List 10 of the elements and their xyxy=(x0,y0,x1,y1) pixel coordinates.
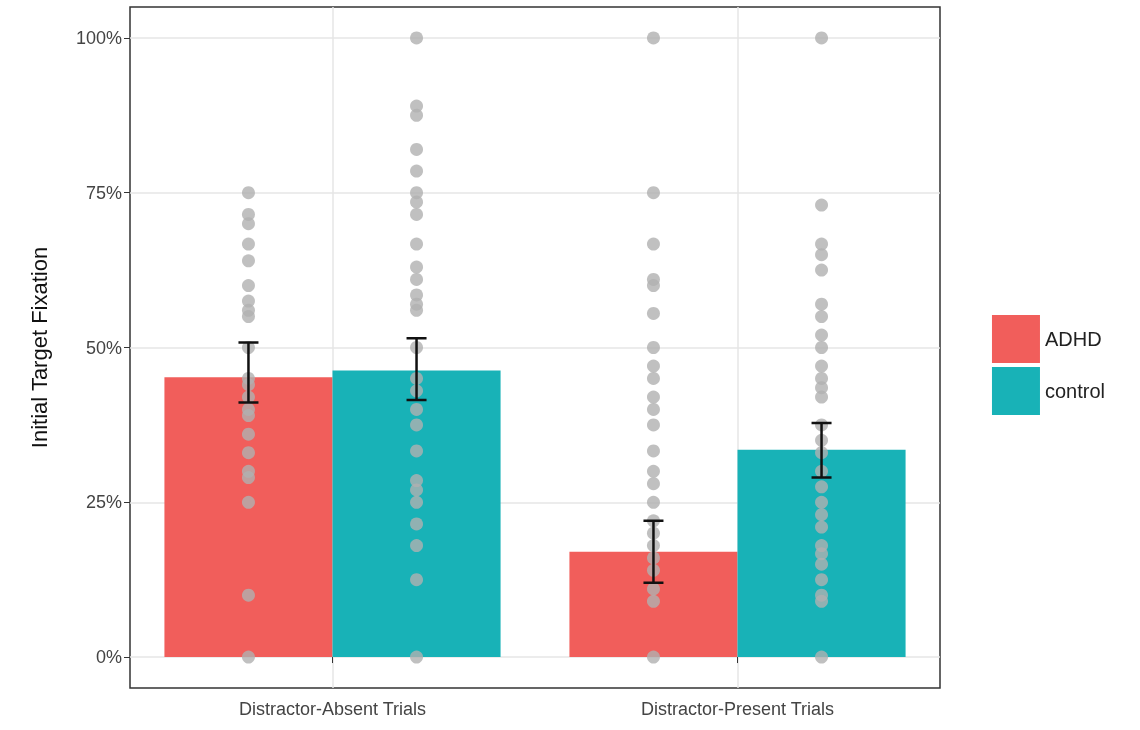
legend-label: ADHD xyxy=(1044,328,1102,350)
y-tick-label: 75% xyxy=(85,182,122,203)
x-tick-label: Distractor-Present Trials xyxy=(640,699,835,719)
y-tick-label: 100% xyxy=(75,27,122,48)
y-tick-label: 0% xyxy=(95,647,122,668)
y-tick-label: 25% xyxy=(85,492,122,513)
y-axis-title: Initial Target Fixation xyxy=(26,246,52,449)
x-tick-label: Distractor-Absent Trials xyxy=(238,699,427,719)
legend-label: control xyxy=(1044,380,1105,402)
y-tick-label: 50% xyxy=(85,337,122,358)
